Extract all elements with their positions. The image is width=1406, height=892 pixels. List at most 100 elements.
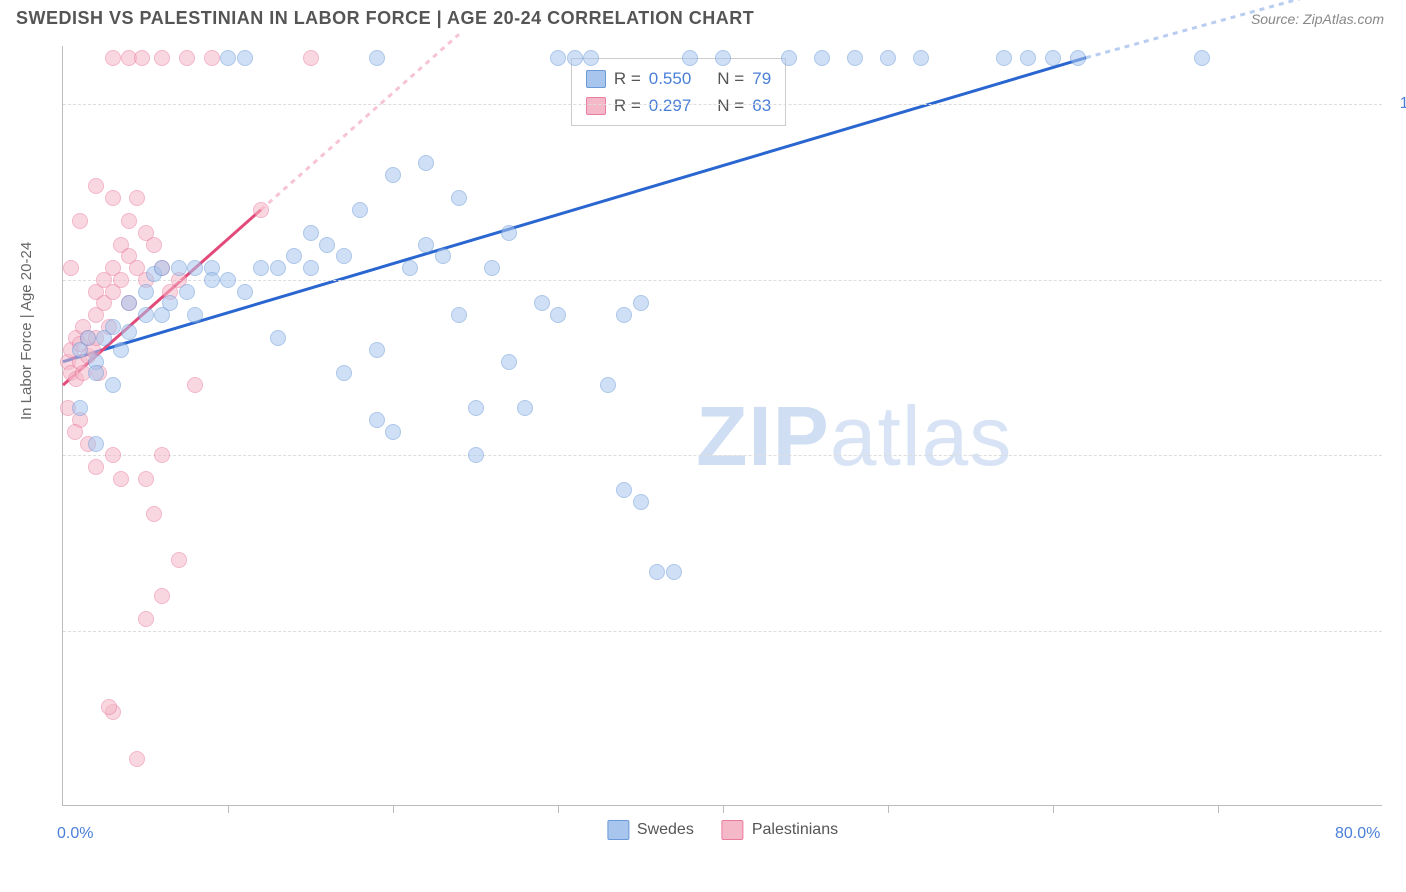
data-point-swedes xyxy=(715,50,731,66)
legend-swatch xyxy=(586,70,606,88)
data-point-swedes xyxy=(113,342,129,358)
data-point-swedes xyxy=(451,307,467,323)
legend-series-label: Palestinians xyxy=(752,817,838,843)
data-point-swedes xyxy=(501,225,517,241)
data-point-palestinians xyxy=(253,202,269,218)
x-tick-label: 80.0% xyxy=(1335,825,1380,843)
data-point-swedes xyxy=(270,330,286,346)
x-tick xyxy=(558,805,559,813)
data-point-swedes xyxy=(220,272,236,288)
data-point-swedes xyxy=(352,202,368,218)
data-point-palestinians xyxy=(134,50,150,66)
data-point-swedes xyxy=(105,377,121,393)
data-point-swedes xyxy=(616,482,632,498)
data-point-swedes xyxy=(1070,50,1086,66)
data-point-palestinians xyxy=(129,751,145,767)
data-point-palestinians xyxy=(154,588,170,604)
legend-row-swedes: R =0.550N =79 xyxy=(586,65,771,92)
data-point-swedes xyxy=(88,436,104,452)
legend-n-label: N = xyxy=(717,92,744,119)
legend-swatch xyxy=(607,820,629,840)
data-point-swedes xyxy=(583,50,599,66)
data-point-swedes xyxy=(913,50,929,66)
data-point-swedes xyxy=(336,365,352,381)
watermark-light: atlas xyxy=(830,389,1012,483)
data-point-palestinians xyxy=(88,178,104,194)
data-point-swedes xyxy=(501,354,517,370)
legend-r-value: 0.550 xyxy=(649,65,692,92)
data-point-swedes xyxy=(847,50,863,66)
data-point-swedes xyxy=(814,50,830,66)
x-tick xyxy=(723,805,724,813)
data-point-swedes xyxy=(72,400,88,416)
data-point-swedes xyxy=(237,50,253,66)
data-point-palestinians xyxy=(129,190,145,206)
data-point-palestinians xyxy=(121,213,137,229)
data-point-swedes xyxy=(996,50,1012,66)
legend-n-value: 79 xyxy=(752,65,771,92)
data-point-swedes xyxy=(435,248,451,264)
legend-n-label: N = xyxy=(717,65,744,92)
data-point-palestinians xyxy=(154,50,170,66)
chart-source: Source: ZipAtlas.com xyxy=(1251,11,1384,27)
data-point-swedes xyxy=(162,295,178,311)
data-point-swedes xyxy=(204,272,220,288)
data-point-swedes xyxy=(220,50,236,66)
gridline xyxy=(63,455,1382,456)
data-point-palestinians xyxy=(187,377,203,393)
legend-n-value: 63 xyxy=(752,92,771,119)
data-point-swedes xyxy=(600,377,616,393)
legend-r-label: R = xyxy=(614,92,641,119)
x-tick xyxy=(888,805,889,813)
regression-lines xyxy=(63,46,1382,805)
data-point-swedes xyxy=(138,284,154,300)
x-tick xyxy=(228,805,229,813)
x-tick xyxy=(393,805,394,813)
bottom-legend-palestinians: Palestinians xyxy=(722,817,838,843)
data-point-swedes xyxy=(418,237,434,253)
data-point-swedes xyxy=(633,494,649,510)
data-point-swedes xyxy=(550,307,566,323)
data-point-palestinians xyxy=(105,447,121,463)
data-point-palestinians xyxy=(146,237,162,253)
chart-plot-area: ZIPatlas R =0.550N =79R =0.297N =63 Swed… xyxy=(62,46,1382,806)
data-point-palestinians xyxy=(88,459,104,475)
watermark: ZIPatlas xyxy=(696,388,1012,485)
data-point-palestinians xyxy=(154,447,170,463)
data-point-swedes xyxy=(418,155,434,171)
data-point-swedes xyxy=(616,307,632,323)
data-point-swedes xyxy=(880,50,896,66)
x-tick-label: 0.0% xyxy=(57,825,93,843)
data-point-swedes xyxy=(303,260,319,276)
data-point-palestinians xyxy=(67,424,83,440)
data-point-palestinians xyxy=(171,552,187,568)
data-point-swedes xyxy=(105,319,121,335)
data-point-palestinians xyxy=(101,699,117,715)
data-point-swedes xyxy=(369,50,385,66)
chart-header: SWEDISH VS PALESTINIAN IN LABOR FORCE | … xyxy=(0,0,1406,37)
data-point-swedes xyxy=(1045,50,1061,66)
data-point-swedes xyxy=(468,400,484,416)
data-point-swedes xyxy=(369,342,385,358)
data-point-palestinians xyxy=(146,506,162,522)
data-point-swedes xyxy=(253,260,269,276)
data-point-swedes xyxy=(80,330,96,346)
data-point-swedes xyxy=(336,248,352,264)
data-point-swedes xyxy=(270,260,286,276)
data-point-swedes xyxy=(781,50,797,66)
x-tick xyxy=(1053,805,1054,813)
bottom-legend-swedes: Swedes xyxy=(607,817,694,843)
data-point-swedes xyxy=(649,564,665,580)
data-point-palestinians xyxy=(63,260,79,276)
data-point-swedes xyxy=(187,260,203,276)
data-point-swedes xyxy=(567,50,583,66)
data-point-swedes xyxy=(550,50,566,66)
data-point-swedes xyxy=(484,260,500,276)
data-point-swedes xyxy=(88,365,104,381)
data-point-swedes xyxy=(154,260,170,276)
watermark-bold: ZIP xyxy=(696,389,830,483)
chart-title: SWEDISH VS PALESTINIAN IN LABOR FORCE | … xyxy=(16,8,754,29)
data-point-palestinians xyxy=(105,50,121,66)
data-point-palestinians xyxy=(138,471,154,487)
data-point-swedes xyxy=(385,167,401,183)
